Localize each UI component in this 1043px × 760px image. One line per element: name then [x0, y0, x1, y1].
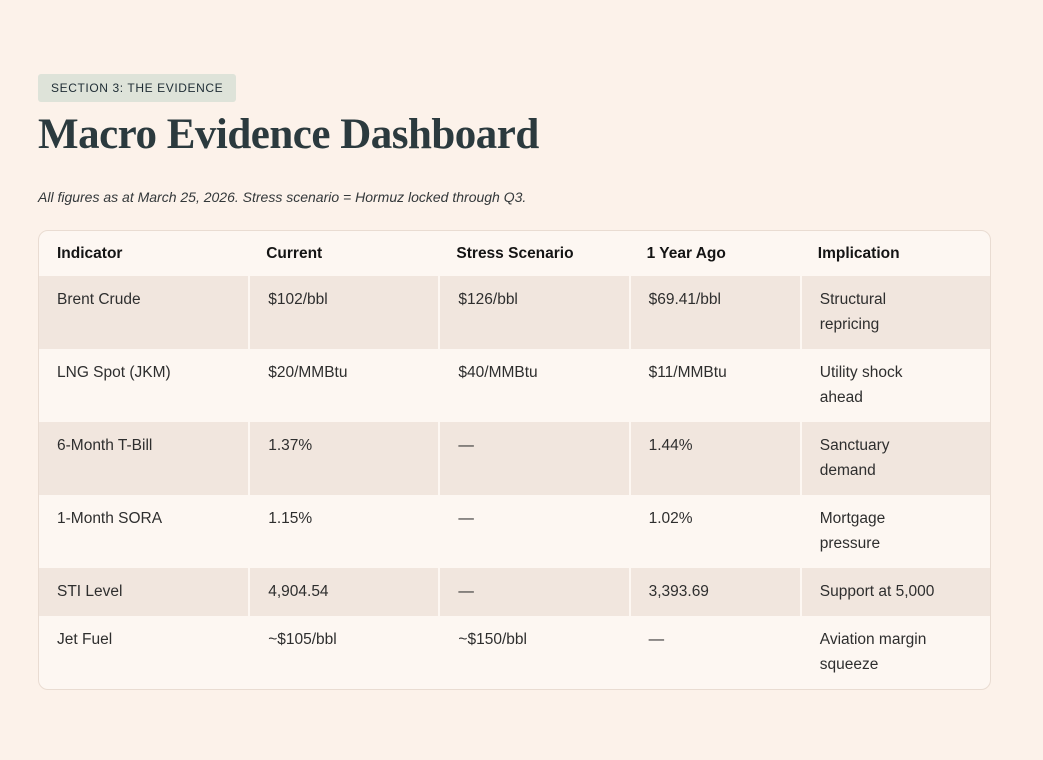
table-row: 6-Month T-Bill 1.37% —1.44% Sanctuary deman… — [39, 422, 990, 495]
cell-current: $102/bbl — [248, 276, 438, 349]
column-header-current: Current — [266, 245, 323, 262]
column-header-implication: Implication — [817, 245, 900, 262]
cell-stress: $40/MMBtu — [438, 349, 628, 422]
cell-year_ago: 3,393.69 — [628, 568, 800, 616]
cell-indicator: STI Level — [57, 583, 123, 600]
macro-table-card: Indicator Current Stress Scenario 1 Year Ag… — [38, 230, 991, 690]
cell-current: 4,904.54 — [248, 568, 438, 616]
page: SECTION 3: THE EVIDENCE Macro Evidence D… — [38, 74, 991, 690]
cell-implication: Utility shock ahead — [799, 349, 990, 422]
table-body: Brent Crude $102/bbl $126/bbl $69.41/bbl Str… — [39, 276, 990, 689]
cell-current: 1.37% — [248, 422, 438, 495]
cell-year_ago: 1.02% — [628, 495, 800, 568]
cell-stress: ~$150/bbl — [438, 616, 628, 689]
cell-implication: Structural repricing — [799, 276, 990, 349]
cell-year_ago: — — [628, 616, 800, 689]
cell-stress: $126/bbl — [438, 276, 628, 349]
cell-indicator: Brent Crude — [57, 291, 141, 308]
table-row: STI Level 4,904.54—3,393.69 Support at 5,0… — [39, 568, 990, 616]
page-title: Macro Evidence Dashboard — [38, 111, 539, 158]
cell-indicator: 1-Month SORA — [57, 510, 163, 527]
cell-current: ~$105/bbl — [248, 616, 438, 689]
cell-stress: — — [438, 495, 628, 568]
cell-current: $20/MMBtu — [248, 349, 438, 422]
cell-indicator: Jet Fuel — [57, 631, 113, 648]
cell-year_ago: $11/MMBtu — [628, 349, 800, 422]
cell-stress: — — [438, 568, 628, 616]
macro-evidence-table: Indicator Current Stress Scenario 1 Year Ag… — [39, 231, 990, 689]
cell-stress: — — [438, 422, 628, 495]
column-header-stress: Stress Scenario — [456, 245, 574, 262]
table-row: LNG Spot (JKM) $20/MMBtu $40/MMBtu $11/MMBt… — [39, 349, 990, 422]
section-badge: SECTION 3: THE EVIDENCE — [38, 74, 237, 102]
table-row: Brent Crude $102/bbl $126/bbl $69.41/bbl Str… — [39, 276, 990, 349]
cell-indicator: 6-Month T-Bill — [57, 437, 153, 454]
table-row: Jet Fuel ~$105/bbl ~$150/bbl — Aviation marg… — [39, 616, 990, 689]
cell-implication: Mortgage pressure — [799, 495, 990, 568]
cell-implication: Aviation margin squeeze — [799, 616, 990, 689]
cell-implication: Sanctuary demand — [799, 422, 990, 495]
cell-year_ago: $69.41/bbl — [628, 276, 800, 349]
table-row: 1-Month SORA 1.15% —1.02% Mortgage pressure — [39, 495, 990, 568]
column-header-indicator: Indicator — [57, 245, 123, 262]
cell-year_ago: 1.44% — [628, 422, 800, 495]
cell-indicator: LNG Spot (JKM) — [57, 364, 171, 381]
table-header-row: Indicator Current Stress Scenario 1 Year Ag… — [39, 231, 990, 276]
page-subtitle: All figures as at March 25, 2026. Stress… — [38, 189, 527, 205]
column-header-year_ago: 1 Year Ago — [646, 245, 726, 262]
cell-current: 1.15% — [248, 495, 438, 568]
cell-implication: Support at 5,000 — [799, 568, 990, 616]
